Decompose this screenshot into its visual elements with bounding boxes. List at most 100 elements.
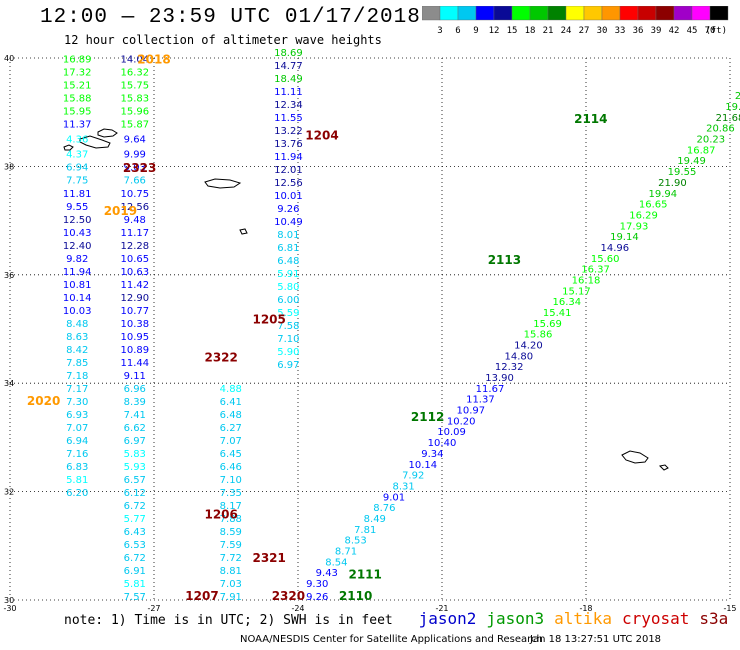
wave-height-value: 6.48	[277, 256, 299, 267]
wave-height-value: 9.43	[316, 568, 338, 579]
wave-height-value: 5.81	[124, 579, 146, 590]
wave-height-value: 8.63	[66, 332, 88, 343]
wave-height-value: 16.87	[687, 145, 716, 156]
wave-height-value: 11.94	[63, 267, 92, 278]
island-6	[621, 450, 649, 464]
wave-height-value: 12.01	[274, 165, 303, 176]
colorbar-label: 18	[525, 26, 536, 36]
x-tick-label: -15	[723, 604, 736, 613]
wave-height-value: 6.83	[66, 462, 88, 473]
wave-height-value: 9.34	[421, 449, 443, 460]
wave-height-value: 20.86	[706, 124, 735, 135]
wave-height-value: 9.48	[124, 215, 146, 226]
wave-height-value: 19.14	[610, 232, 639, 243]
wave-height-value: 6.45	[220, 449, 242, 460]
pass-time-label: 2322	[204, 351, 237, 365]
color-scale-bar: 3 6 9 12 15 18 21 24 27 30 33 36 39 42 45 70(ft)	[422, 6, 729, 36]
wave-height-value: 15.21	[63, 80, 92, 91]
wave-height-value: 6.27	[220, 423, 242, 434]
pass-time-label: 2320	[272, 589, 305, 603]
y-tick-label: 34	[4, 379, 14, 388]
wave-height-value: 15.96	[120, 106, 149, 117]
wave-height-value: 10.03	[63, 306, 92, 317]
colorbar-label: 3	[437, 26, 442, 36]
wave-height-value: 7.91	[220, 592, 242, 603]
wave-height-value: 6.93	[66, 410, 88, 421]
wave-height-value: 12.34	[274, 100, 303, 111]
y-tick-label: 32	[4, 488, 14, 497]
wave-height-value: 6.12	[124, 488, 146, 499]
legend-item-jason3: jason3	[486, 609, 545, 628]
wave-height-value: 10.77	[120, 306, 149, 317]
wave-height-value: 8.81	[220, 566, 242, 577]
pass-time-label: 2112	[411, 410, 444, 424]
wave-height-value: 7.92	[402, 471, 424, 482]
y-tick-label: 38	[4, 162, 14, 171]
colorbar-label: 70	[705, 26, 716, 36]
wave-height-value: 9.01	[383, 492, 405, 503]
island-2	[79, 135, 111, 149]
wave-height-value: 6.57	[124, 475, 146, 486]
wave-height-value: 16.89	[63, 54, 92, 65]
colorbar-label: 24	[561, 26, 572, 36]
wave-height-value: 7.57	[124, 592, 146, 603]
wave-height-value: 7.81	[354, 525, 376, 536]
wave-height-value: 12.28	[120, 241, 149, 252]
wave-height-value: 16.34	[552, 297, 581, 308]
island-3	[63, 144, 74, 151]
wave-height-value: 10.14	[63, 293, 92, 304]
wave-height-value: 6.96	[124, 384, 146, 395]
wave-height-value: 6.46	[220, 462, 242, 473]
wave-height-value: 18.49	[274, 74, 303, 85]
wave-height-value: 8.76	[373, 503, 395, 514]
wave-height-value: 10.81	[63, 280, 92, 291]
colorbar-label: 30	[597, 26, 608, 36]
wave-height-value: 14.77	[274, 61, 303, 72]
wave-height-value: 16.37	[581, 265, 610, 276]
chart-title: 12:00 — 23:59 UTC 01/17/2018	[40, 6, 421, 29]
wave-height-value: 11.42	[120, 280, 149, 291]
island-outlines	[63, 128, 669, 471]
colorbar-label: 33	[615, 26, 626, 36]
grid-lines	[9, 57, 731, 601]
wave-height-value: 5.83	[124, 449, 146, 460]
wave-height-value: 20.23	[696, 135, 725, 146]
pass-time-label: 2111	[348, 567, 381, 581]
wave-height-value: 10.01	[274, 191, 303, 202]
colorbar-swatch	[709, 6, 729, 21]
wave-height-value: 7.10	[277, 334, 299, 345]
wave-height-value: 7.07	[220, 436, 242, 447]
wave-height-value: 4.37	[66, 150, 88, 161]
wave-height-value: 16.65	[639, 200, 668, 211]
wave-height-value: 15.95	[63, 106, 92, 117]
legend-items: jason2 jason3 altika cryosat s3a	[419, 609, 739, 628]
wave-height-value: 10.14	[408, 460, 437, 471]
pass-time-label: 2020	[27, 394, 60, 408]
wave-height-value: 11.11	[274, 87, 303, 98]
wave-height-value: 6.97	[124, 436, 146, 447]
credit-line: NOAA/NESDIS Center for Satellite Applica…	[240, 634, 543, 645]
wave-height-value: 5.59	[277, 308, 299, 319]
wave-height-value: 14.96	[600, 243, 629, 254]
chart-subtitle: 12 hour collection of altimeter wave hei…	[64, 33, 382, 47]
pass-time-label: 2114	[574, 112, 607, 126]
wave-height-value: 10.43	[63, 228, 92, 239]
wave-height-value: 13.76	[274, 139, 303, 150]
wave-height-value: 7.30	[66, 397, 88, 408]
wave-height-value: 10.38	[120, 319, 149, 330]
wave-height-value: 9.64	[124, 135, 146, 146]
wave-height-value: 6.94	[66, 436, 88, 447]
wave-height-value: 6.20	[66, 488, 88, 499]
wave-height-value: 6.41	[220, 397, 242, 408]
wave-height-value: 15.17	[562, 286, 591, 297]
wave-height-value: 6.72	[124, 501, 146, 512]
wave-height-value: 5.93	[124, 462, 146, 473]
wave-height-value: 8.17	[220, 501, 242, 512]
wave-height-value: 8.59	[220, 527, 242, 538]
wave-height-value: 11.37	[63, 119, 92, 130]
wave-height-value: 7.59	[220, 540, 242, 551]
wave-height-value: 7.85	[66, 358, 88, 369]
pass-time-label: 2018	[137, 52, 170, 66]
wave-height-value: 11.55	[274, 113, 303, 124]
wave-height-value: 9.11	[124, 371, 146, 382]
